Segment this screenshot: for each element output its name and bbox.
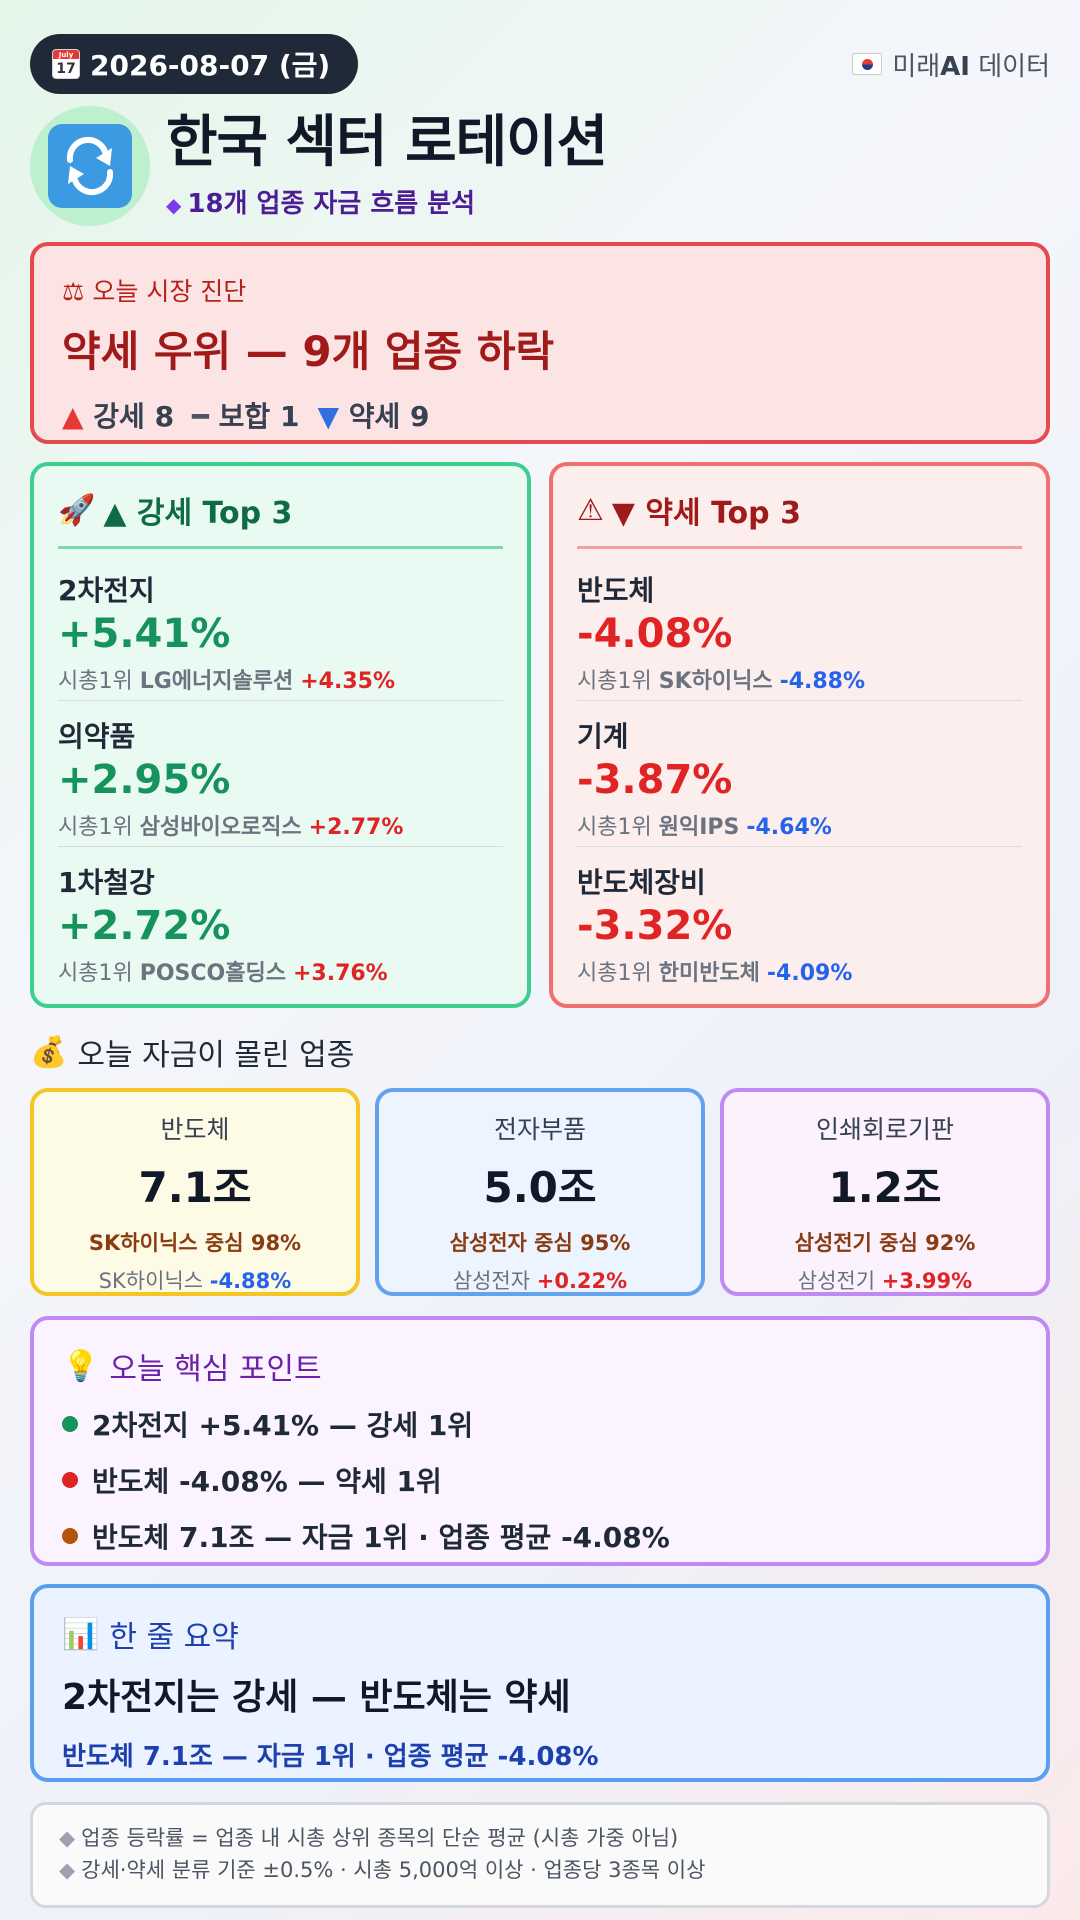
date-badge: July 17 2026-08-07 (금) — [30, 34, 359, 94]
scale-icon: ⚖ — [62, 277, 85, 306]
dash-icon: ━ — [192, 400, 209, 433]
lightbulb-icon: 💡 — [62, 1348, 100, 1384]
key-point-item: 2차전지 +5.41% — 강세 1위 — [62, 1404, 1018, 1444]
rotation-icon-bg — [30, 106, 150, 226]
neutral-count: ━ 보합 1 — [192, 400, 300, 433]
money-card: 인쇄회로기판 1.2조 삼성전기 중심 92% 삼성전기 +3.99% — [720, 1088, 1050, 1296]
weak-count: ▼ 약세 9 — [317, 400, 430, 433]
calendar-icon: July 17 — [52, 49, 80, 79]
weak-top3-header: ⚠ ▼ 약세 Top 3 — [577, 488, 1022, 549]
sector-item: 1차철강 +2.72% 시총1위 POSCO홀딩스 +3.76% — [58, 866, 388, 986]
page: July 17 2026-08-07 (금) 미래AI 데이터 한국 섹터 로테이… — [30, 34, 1050, 1908]
summary-headline: 2차전지는 강세 — 반도체는 약세 — [62, 1677, 571, 1718]
key-point-item: 반도체 -4.08% — 약세 1위 — [62, 1460, 1018, 1500]
header-top-row: July 17 2026-08-07 (금) 미래AI 데이터 — [30, 34, 1050, 94]
title-row: 한국 섹터 로테이션 ◆ 18개 업종 자금 흐름 분석 — [30, 106, 1050, 226]
summary-sub: 반도체 7.1조 — 자금 1위 · 업종 평균 -4.08% — [62, 1742, 599, 1772]
bar-chart-icon: 📊 — [62, 1616, 100, 1652]
diagnosis-label: ⚖ 오늘 시장 진단 — [62, 277, 247, 306]
weak-top3-card: ⚠ ▼ 약세 Top 3 반도체 -4.08% 시총1위 SK하이닉스 -4.8… — [549, 462, 1050, 1008]
money-bag-icon: 💰 — [30, 1034, 68, 1070]
warning-icon: ⚠ — [577, 492, 604, 528]
top3-row: 🚀 ▲ 강세 Top 3 2차전지 +5.41% 시총1위 LG에너지솔루션 +… — [30, 462, 1050, 1008]
rotation-icon — [48, 124, 132, 208]
diamond-icon: ◆ — [59, 1857, 76, 1882]
page-title: 한국 섹터 로테이션 — [166, 109, 608, 175]
green-dot-icon — [62, 1416, 78, 1432]
orange-dot-icon — [62, 1528, 78, 1544]
diamond-icon: ◆ — [166, 193, 182, 218]
date-text: 2026-08-07 (금) — [90, 49, 331, 82]
money-card: 전자부품 5.0조 삼성전자 중심 95% 삼성전자 +0.22% — [375, 1088, 705, 1296]
money-card: 반도체 7.1조 SK하이닉스 중심 98% SK하이닉스 -4.88% — [30, 1088, 360, 1296]
money-flow-title: 💰 오늘 자금이 몰린 업종 — [30, 1034, 355, 1074]
summary-card: 📊 한 줄 요약 2차전지는 강세 — 반도체는 약세 반도체 7.1조 — 자… — [30, 1584, 1050, 1782]
strong-top3-header: 🚀 ▲ 강세 Top 3 — [58, 488, 503, 549]
diagnosis-title: 약세 우위 — 9개 업종 하락 — [62, 327, 555, 376]
footnote: ◆ 업종 등락률 = 업종 내 시총 상위 종목의 단순 평균 (시총 가중 아님… — [30, 1802, 1050, 1908]
sector-item: 의약품 +2.95% 시총1위 삼성바이오로직스 +2.77% — [58, 701, 503, 847]
page-subtitle: ◆ 18개 업종 자금 흐름 분석 — [166, 189, 476, 220]
title-block: 한국 섹터 로테이션 ◆ 18개 업종 자금 흐름 분석 — [166, 109, 608, 221]
money-flow-row: 반도체 7.1조 SK하이닉스 중심 98% SK하이닉스 -4.88% 전자부… — [30, 1088, 1050, 1296]
diamond-icon: ◆ — [59, 1826, 76, 1850]
summary-header: 📊 한 줄 요약 — [62, 1616, 239, 1656]
sector-item: 반도체장비 -3.32% 시총1위 한미반도체 -4.09% — [577, 866, 853, 986]
key-point-item: 반도체 7.1조 — 자금 1위 · 업종 평균 -4.08% — [62, 1516, 1018, 1556]
red-dot-icon — [62, 1472, 78, 1488]
market-diagnosis-card: ⚖ 오늘 시장 진단 약세 우위 — 9개 업종 하락 ▲ 강세 8 ━ 보합 … — [30, 242, 1050, 444]
key-points-header: 💡 오늘 핵심 포인트 — [62, 1348, 322, 1388]
rocket-icon: 🚀 — [58, 492, 96, 528]
up-triangle-icon: ▲ — [62, 400, 84, 433]
sector-item: 반도체 -4.08% 시총1위 SK하이닉스 -4.88% — [577, 555, 1022, 701]
footnote-line: ◆ 업종 등락률 = 업종 내 시총 상위 종목의 단순 평균 (시총 가중 아님… — [59, 1826, 679, 1850]
brand-text: 미래AI 데이터 — [892, 51, 1050, 82]
korea-flag-icon — [852, 53, 883, 75]
brand: 미래AI 데이터 — [852, 46, 1050, 83]
sector-item: 2차전지 +5.41% 시총1위 LG에너지솔루션 +4.35% — [58, 555, 503, 701]
down-triangle-icon: ▼ — [317, 400, 339, 433]
footnote-line: ◆ 강세·약세 분류 기준 ±0.5% · 시총 5,000억 이상 · 업종당 … — [59, 1857, 706, 1882]
key-points-card: 💡 오늘 핵심 포인트 2차전지 +5.41% — 강세 1위 반도체 -4.0… — [30, 1316, 1050, 1566]
sector-item: 기계 -3.87% 시총1위 원익IPS -4.64% — [577, 701, 1022, 847]
strong-top3-card: 🚀 ▲ 강세 Top 3 2차전지 +5.41% 시총1위 LG에너지솔루션 +… — [30, 462, 531, 1008]
diagnosis-counts: ▲ 강세 8 ━ 보합 1 ▼ 약세 9 — [62, 395, 1018, 435]
strong-count: ▲ 강세 8 — [62, 400, 175, 433]
